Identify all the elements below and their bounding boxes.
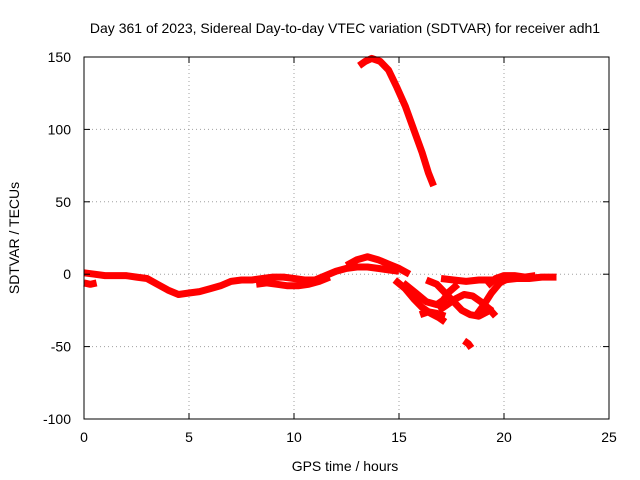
series-arc-d: [436, 291, 499, 319]
series-arc-c: [424, 276, 495, 320]
data-series: [83, 54, 557, 351]
x-tick-label: 5: [185, 429, 193, 445]
x-tick-label: 10: [286, 429, 302, 445]
series-main-track-band: [255, 273, 332, 290]
plot-frame: [83, 56, 610, 420]
chart-title: Day 361 of 2023, Sidereal Day-to-day VTE…: [90, 20, 600, 36]
series-main-track: [83, 263, 400, 298]
series-rise-arc: [344, 253, 412, 278]
grid-lines: [84, 57, 609, 419]
series-start-segment: [83, 279, 98, 288]
x-tick-label: 25: [601, 429, 617, 445]
y-tick-label: 100: [48, 121, 72, 137]
y-tick-label: 0: [63, 266, 71, 282]
axis-ticks: 0 5 10 15 20 25 -100 -50 0 50 100 150: [43, 49, 617, 445]
x-tick-label: 0: [80, 429, 88, 445]
series-arc-b: [401, 280, 461, 309]
y-tick-label: -50: [51, 339, 71, 355]
y-tick-label: 50: [55, 194, 71, 210]
series-isolated-segment: [462, 337, 475, 351]
y-tick-label: -100: [43, 411, 71, 427]
x-tick-label: 20: [496, 429, 512, 445]
series-arc-h: [484, 272, 536, 289]
series-arc-f: [418, 308, 447, 320]
y-tick-label: 150: [48, 49, 72, 65]
x-axis-label: GPS time / hours: [292, 458, 399, 474]
y-axis-label: SDTVAR / TECUs: [6, 182, 22, 294]
x-tick-label: 15: [391, 429, 407, 445]
series-high-arc: [357, 54, 437, 188]
